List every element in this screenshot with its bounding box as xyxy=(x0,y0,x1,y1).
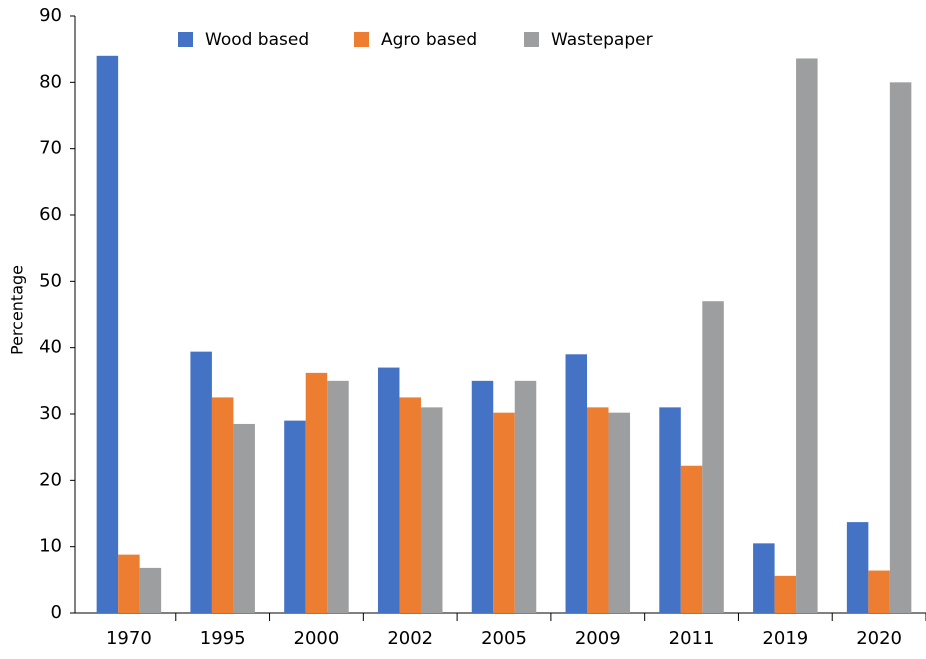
bar xyxy=(702,301,724,613)
bar xyxy=(118,554,140,613)
x-tick-label: 1995 xyxy=(200,628,246,649)
bar xyxy=(587,407,609,613)
x-tick-label: 2009 xyxy=(575,628,621,649)
y-axis-label: Percentage xyxy=(8,265,27,355)
y-tick-label: 70 xyxy=(39,138,62,159)
bar xyxy=(514,380,537,613)
bar xyxy=(233,423,255,613)
legend-swatch xyxy=(178,32,193,47)
bar xyxy=(305,372,328,613)
bar xyxy=(753,543,775,613)
legend-swatch xyxy=(524,32,539,47)
bar xyxy=(420,407,443,613)
bar xyxy=(284,420,306,613)
bar xyxy=(868,570,890,613)
x-tick-label: 2005 xyxy=(481,628,527,649)
bar xyxy=(774,575,797,613)
y-tick-label: 10 xyxy=(39,536,62,557)
x-tick-label: 2000 xyxy=(294,628,340,649)
bar xyxy=(377,367,400,613)
bar xyxy=(659,407,681,613)
bar xyxy=(889,82,912,614)
y-tick-label: 30 xyxy=(39,403,62,424)
x-tick-label: 2011 xyxy=(669,628,715,649)
bar xyxy=(608,412,631,613)
y-tick-label: 0 xyxy=(51,602,62,623)
bar xyxy=(190,351,212,613)
bar xyxy=(96,55,119,614)
x-tick-label: 2002 xyxy=(387,628,433,649)
x-tick-label: 2020 xyxy=(856,628,902,649)
x-tick-label: 1970 xyxy=(106,628,152,649)
bar xyxy=(680,465,703,613)
bar xyxy=(399,397,421,613)
y-tick-label: 80 xyxy=(39,71,62,92)
bar xyxy=(471,380,494,613)
y-tick-label: 90 xyxy=(39,5,62,26)
y-tick-label: 50 xyxy=(39,270,62,291)
x-tick-label: 2019 xyxy=(762,628,808,649)
bar xyxy=(211,397,234,613)
legend-label: Agro based xyxy=(381,30,477,50)
legend-swatch xyxy=(354,32,369,47)
y-tick-label: 60 xyxy=(39,204,62,225)
bar xyxy=(796,58,818,614)
y-tick-label: 40 xyxy=(39,337,62,358)
bar xyxy=(846,522,869,613)
y-tick-label: 20 xyxy=(39,469,62,490)
legend-label: Wastepaper xyxy=(551,30,653,50)
bar xyxy=(139,567,162,613)
legend-label: Wood based xyxy=(205,30,309,50)
bar xyxy=(565,354,588,613)
bar xyxy=(327,380,349,613)
bar xyxy=(493,412,515,613)
